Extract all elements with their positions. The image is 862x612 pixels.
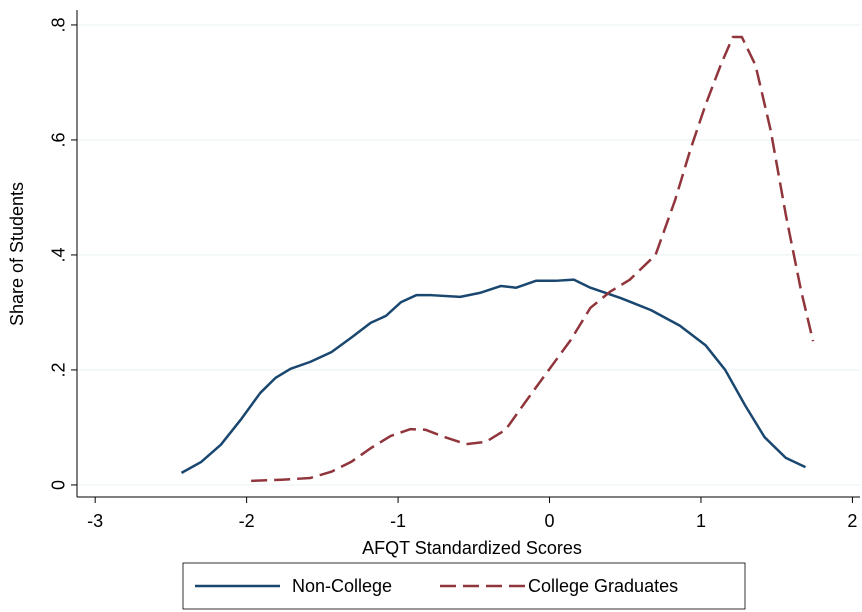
x-axis-title: AFQT Standardized Scores <box>362 538 582 558</box>
series-line <box>251 35 815 483</box>
legend-label: College Graduates <box>528 576 678 596</box>
y-tick-label: .8 <box>49 17 69 32</box>
x-tick-label: -3 <box>87 511 103 531</box>
y-tick-label: .6 <box>49 132 69 147</box>
y-axis-title: Share of Students <box>7 182 27 326</box>
x-tick-label: 0 <box>545 511 555 531</box>
x-tick-label: 1 <box>696 511 706 531</box>
x-tick-label: -2 <box>239 511 255 531</box>
x-tick-label: 2 <box>847 511 857 531</box>
y-tick-label: .4 <box>49 247 69 262</box>
y-tick-label: 0 <box>49 480 69 490</box>
x-tick-label: -1 <box>390 511 406 531</box>
series-line <box>180 278 807 474</box>
y-tick-label: .2 <box>49 362 69 377</box>
legend-label: Non-College <box>292 576 392 596</box>
